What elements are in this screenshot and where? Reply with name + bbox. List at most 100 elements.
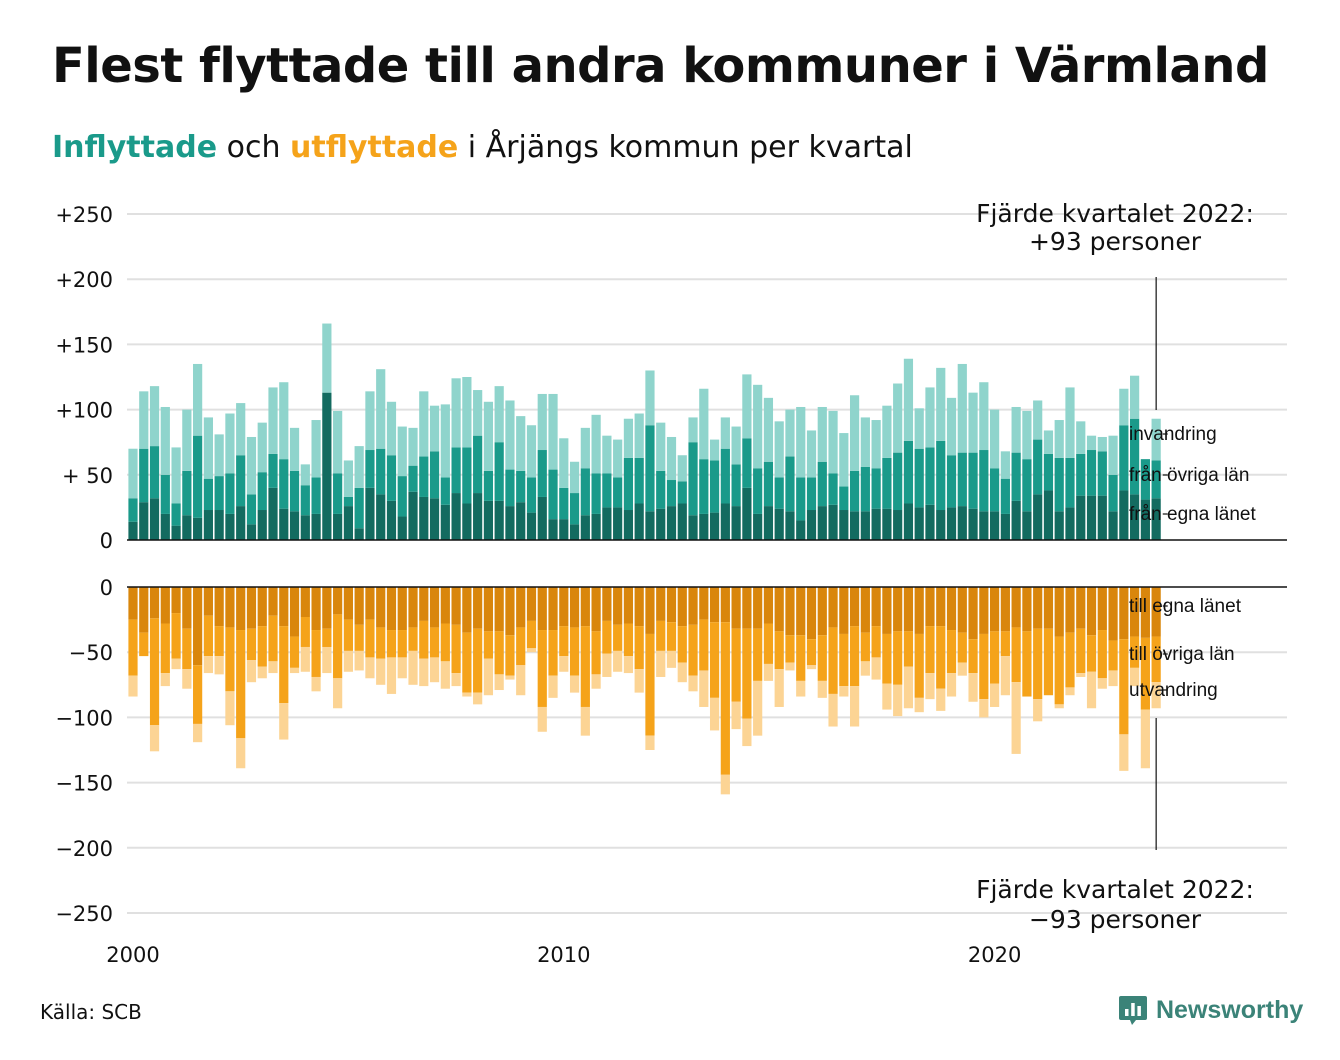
bar-in-segment xyxy=(214,476,224,510)
bar-out-segment xyxy=(742,587,752,629)
bar-out-segment xyxy=(1108,640,1118,671)
bar-out-segment xyxy=(677,626,687,663)
bar-out-segment xyxy=(957,662,967,676)
y-tick-labels: +250 +200 +150 +100 + 50 0 0 −50 −100 −150 −200 −25… xyxy=(55,203,113,926)
bar-out-segment xyxy=(968,639,978,674)
bar-out-segment xyxy=(139,587,149,633)
bar-in-segment xyxy=(419,496,429,540)
bar-out-segment xyxy=(494,587,504,632)
bar-in-segment xyxy=(429,451,440,499)
bar-in-segment xyxy=(849,470,860,512)
bar-out-segment xyxy=(246,660,257,683)
bar-out-segment xyxy=(365,619,375,658)
bar-out-segment xyxy=(720,774,730,795)
bar-in-segment xyxy=(1097,436,1107,452)
bar-in-segment xyxy=(839,486,849,511)
bar-in-segment xyxy=(839,433,849,487)
bar-out-segment xyxy=(526,648,537,653)
bar-out-segment xyxy=(849,587,860,627)
bar-out-segment xyxy=(602,587,612,621)
bar-in-segment xyxy=(990,511,1000,540)
bar-in-segment xyxy=(688,442,698,516)
bar-out-segment xyxy=(742,718,752,747)
bar-out-segment xyxy=(914,633,924,698)
bar-in-segment xyxy=(548,469,558,520)
bar-out-segment xyxy=(946,587,957,631)
bar-in-segment xyxy=(279,459,289,509)
bar-out-segment xyxy=(429,657,440,683)
bar-out-segment xyxy=(516,627,526,666)
bar-in-segment xyxy=(257,510,267,540)
bar-in-segment xyxy=(1076,495,1086,540)
bar-in-segment xyxy=(839,510,849,540)
bar-in-segment xyxy=(376,494,386,540)
bar-out-segment xyxy=(634,669,644,693)
bar-in-segment xyxy=(408,465,418,492)
bar-out-segment xyxy=(709,697,720,731)
bar-out-segment xyxy=(160,623,170,674)
bar-in-segment xyxy=(688,417,698,443)
bar-in-segment xyxy=(731,464,741,507)
bar-out-segment xyxy=(214,587,224,627)
bar-in-segment xyxy=(990,409,1000,469)
bar-out-segment xyxy=(376,627,386,659)
bar-out-segment xyxy=(817,680,827,698)
bar-out-segment xyxy=(214,626,224,657)
bar-out-segment xyxy=(731,587,741,629)
bar-out-segment xyxy=(1054,587,1064,637)
bar-out-segment xyxy=(785,662,795,671)
bar-out-segment xyxy=(785,635,795,663)
bar-out-segment xyxy=(462,692,472,697)
bar-in-segment xyxy=(1151,498,1161,540)
bar-out-segment xyxy=(925,587,935,627)
bar-out-segment xyxy=(214,656,224,675)
bar-in-segment xyxy=(203,478,213,511)
bar-out-segment xyxy=(1022,587,1032,632)
bar-in-segment xyxy=(451,378,461,448)
bar-in-segment xyxy=(882,457,892,509)
bar-in-segment xyxy=(903,440,914,504)
bar-out-segment xyxy=(365,587,375,620)
bar-out-segment xyxy=(666,587,677,623)
bar-in-segment xyxy=(386,500,397,540)
bar-out-segment xyxy=(1000,656,1010,696)
bar-in-segment xyxy=(1000,478,1010,514)
bar-in-segment xyxy=(774,477,784,509)
bar-in-segment xyxy=(957,363,967,453)
bar-out-segment xyxy=(386,587,397,631)
bar-out-segment xyxy=(796,680,806,697)
bar-in-segment xyxy=(451,447,461,494)
bar-out-segment xyxy=(699,587,709,620)
bar-out-segment xyxy=(537,587,547,631)
bar-out-segment xyxy=(516,587,526,628)
bar-out-segment xyxy=(1033,699,1043,722)
bar-out-segment xyxy=(806,665,817,670)
bar-out-segment xyxy=(311,587,321,631)
bar-out-segment xyxy=(645,735,655,750)
y-tick-label: −150 xyxy=(55,772,113,796)
bar-in-segment xyxy=(419,456,429,497)
bar-in-segment xyxy=(785,511,795,540)
bar-in-segment xyxy=(634,413,644,458)
bar-in-segment xyxy=(160,513,170,540)
bar-in-segment xyxy=(214,434,224,477)
bar-out-segment xyxy=(753,587,763,629)
bar-in-segment xyxy=(1076,421,1086,454)
y-tick-label: −100 xyxy=(55,706,113,730)
bar-in-segment xyxy=(990,468,1000,512)
bar-out-segment xyxy=(753,628,763,681)
bar-out-segment xyxy=(397,630,407,658)
bar-in-segment xyxy=(893,510,903,540)
bar-in-segment xyxy=(419,391,429,457)
bar-out-segment xyxy=(774,587,784,632)
bar-in-segment xyxy=(1022,511,1032,540)
bar-out-segment xyxy=(1108,587,1118,641)
bar-out-segment xyxy=(451,587,461,625)
segment-label-out: utvandring xyxy=(1129,680,1218,701)
bar-in-segment xyxy=(300,464,310,486)
bar-in-segment xyxy=(440,477,450,505)
bar-in-segment xyxy=(182,470,192,516)
bar-in-segment xyxy=(925,447,935,505)
bar-in-segment xyxy=(602,507,612,540)
bar-in-segment xyxy=(1140,499,1150,540)
